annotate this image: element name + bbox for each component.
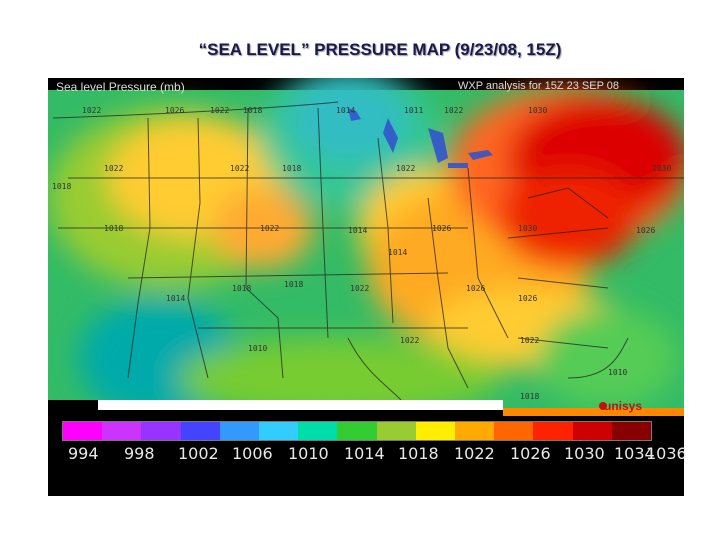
isobar-label: 1026 [165,106,185,115]
isobar-label: 1022 [444,106,464,115]
legend-swatch [611,422,652,440]
map-header-left: Sea level Pressure (mb) [56,80,185,94]
isobar-label: 1018 [52,182,72,191]
legend-swatch [533,422,573,440]
legend-swatch [494,422,534,440]
legend-tick-label: 1034 [614,444,655,463]
isobar-label: 1022 [396,164,416,173]
isobar-label: 1026 [518,294,538,303]
unisys-logo-icon [599,402,607,410]
legend-swatch [180,422,220,440]
legend-swatch [337,422,377,440]
isobar-label: 1014 [348,226,368,235]
page-title: “SEA LEVEL” PRESSURE MAP (9/23/08, 15Z) [198,40,562,59]
isobar-label: 1010 [248,344,268,353]
isobar-label: 1022 [350,284,370,293]
pressure-map: Sea level Pressure (mb) WXP analysis for… [48,78,687,496]
map-canvas [48,78,684,496]
isobar-label: 1022 [230,164,250,173]
legend-tick-label: 1018 [398,444,439,463]
isobar-label: 1026 [432,224,452,233]
legend-tick-label: 1026 [510,444,551,463]
isobar-label: 1010 [608,368,628,377]
isobar-label: 1022 [400,336,420,345]
legend-tick-label: 1022 [454,444,495,463]
legend-swatch [376,422,416,440]
legend-tick-label: 1036 [646,444,687,463]
isobar-label: 1026 [636,226,656,235]
legend-swatch [572,422,612,440]
brand-label: unisys [604,399,643,413]
legend-tick-label: 1030 [564,444,605,463]
legend-labels: 994 998 1002 1006 1010 1014 1018 1022 1026 1030 10… [54,444,687,464]
isobar-label: 1011 [404,106,424,115]
legend-swatch [219,422,260,440]
isobar-label: 1022 [210,106,230,115]
legend-tick-label: 998 [124,444,155,463]
map-header-right: WXP analysis for 15Z 23 SEP 08 [458,80,620,92]
legend-swatch [415,422,456,440]
isobar-label: 1018 [520,392,540,401]
legend-tick-label: 1010 [288,444,329,463]
legend-tick-label: 1014 [344,444,385,463]
legend-swatch [63,422,103,440]
isobar-label: 1018 [282,164,302,173]
isobar-label: 1030 [528,106,548,115]
isobar-label: 1026 [466,284,486,293]
legend-tick-label: 1006 [232,444,273,463]
isobar-label: 1022 [520,336,540,345]
isobar-label: 1022 [104,164,124,173]
legend-swatch [141,422,181,440]
isobar-label: 1014 [388,248,408,257]
isobar-label: 1030 [518,224,538,233]
legend-swatch [102,422,142,440]
isobar-label: 1018 [104,224,124,233]
isobar-label: 1030 [652,164,672,173]
legend-swatch [298,422,338,440]
legend-tick-label: 994 [68,444,99,463]
isobar-label: 1014 [336,106,356,115]
legend-tick-label: 1002 [178,444,219,463]
isobar-label: 1014 [166,294,186,303]
isobar-label: 1022 [260,224,280,233]
isobar-label: 1022 [82,106,102,115]
legend-swatch [455,422,495,440]
legend-swatch [259,422,299,440]
legend-colorbar [62,421,652,441]
isobar-label: 1018 [243,106,263,115]
isobar-label: 1018 [232,284,252,293]
isobar-label: 1018 [284,280,304,289]
